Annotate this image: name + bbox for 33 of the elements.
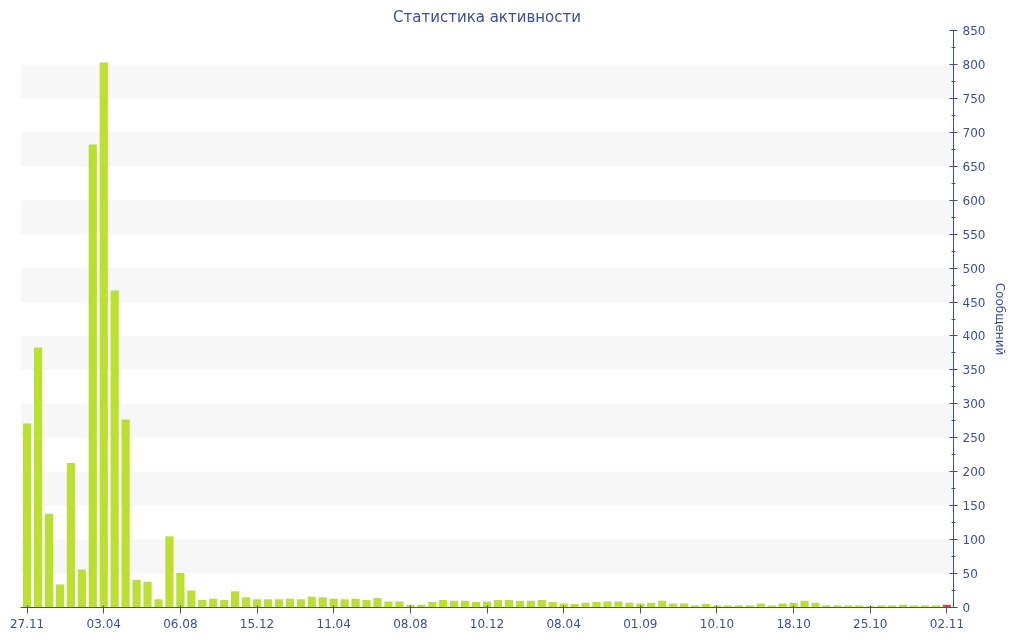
y-tick-label: 100 xyxy=(962,533,986,548)
y-tick-label: 0 xyxy=(962,601,971,615)
x-tick-label: 08.04 xyxy=(546,616,581,631)
x-tick-label: 06.08 xyxy=(163,616,198,631)
x-tick-label: 03.04 xyxy=(86,616,121,631)
y-tick-label: 500 xyxy=(962,261,986,276)
x-tick-label: 10.12 xyxy=(469,616,505,631)
x-tick-label: 11.04 xyxy=(316,616,351,631)
x-tick-label: 02.11 xyxy=(929,616,965,631)
x-tick-label: 01.09 xyxy=(623,616,658,631)
x-tick-label: 27.11 xyxy=(9,616,45,631)
y-tick-label: 600 xyxy=(962,193,986,208)
y-tick-label: 200 xyxy=(962,465,986,480)
y-tick-label: 850 xyxy=(962,24,986,38)
x-tick-label: 25.10 xyxy=(853,616,888,631)
y-tick-label: 400 xyxy=(962,329,986,344)
y-tick-label: 800 xyxy=(962,57,986,72)
y-tick-label: 150 xyxy=(962,499,986,514)
y-tick-label: 450 xyxy=(962,295,986,310)
y-axis-title: Сообщений xyxy=(993,282,1008,356)
x-tick-label: 08.08 xyxy=(393,616,428,631)
y-tick-label: 250 xyxy=(962,431,986,446)
y-tick-label: 550 xyxy=(962,227,986,242)
x-tick-label: 18.10 xyxy=(776,616,811,631)
y-tick-label: 50 xyxy=(962,567,978,582)
chart-title: Статистика активности xyxy=(393,7,581,26)
y-tick-label: 650 xyxy=(962,159,986,174)
y-tick-label: 300 xyxy=(962,397,986,412)
y-tick-label: 750 xyxy=(962,91,986,106)
x-tick-label: 15.12 xyxy=(239,616,275,631)
y-tick-label: 700 xyxy=(962,125,986,140)
x-tick-label: 10.10 xyxy=(699,616,735,631)
y-tick-label: 350 xyxy=(962,363,986,378)
